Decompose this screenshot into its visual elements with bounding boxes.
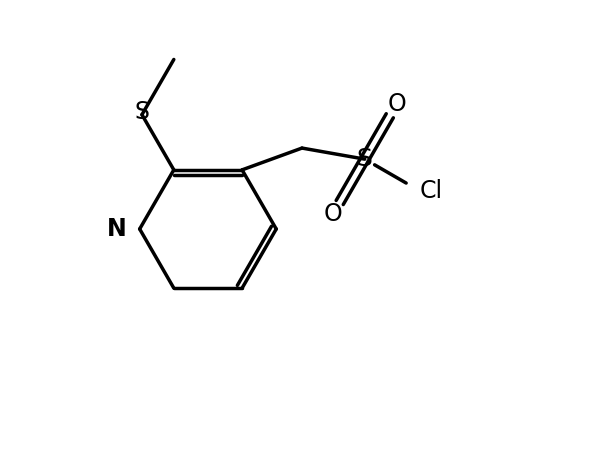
Text: S: S <box>357 147 373 171</box>
Text: O: O <box>324 202 342 226</box>
Text: O: O <box>388 92 406 116</box>
Text: S: S <box>135 100 150 125</box>
Text: Cl: Cl <box>420 179 443 203</box>
Text: N: N <box>107 217 127 241</box>
